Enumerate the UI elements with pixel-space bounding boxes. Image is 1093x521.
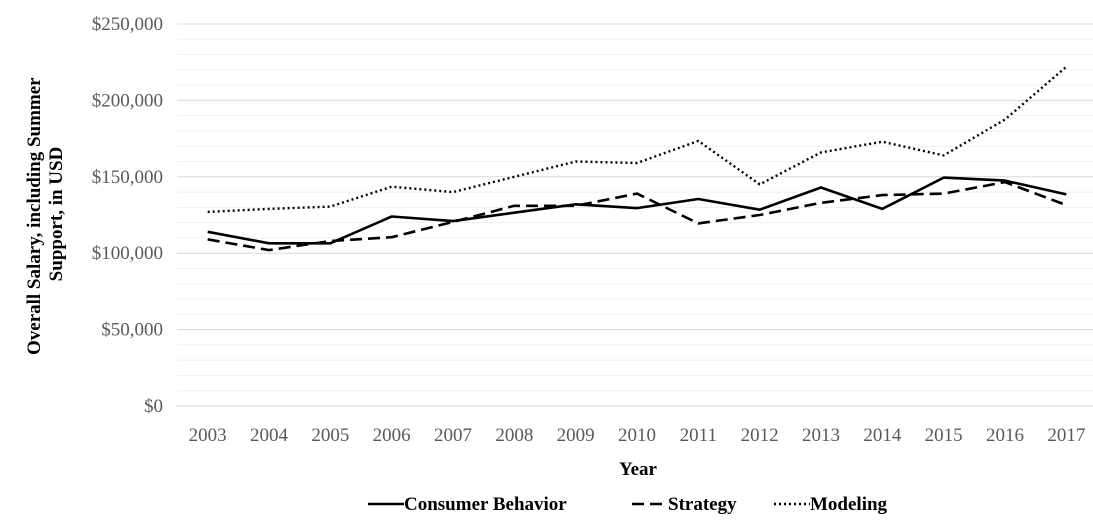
legend: Consumer Behavior Strategy Modeling <box>368 494 888 515</box>
x-tick-label: 2013 <box>802 425 840 446</box>
y-tick-label: $150,000 <box>92 167 163 188</box>
y-tick-label: $0 <box>144 396 163 417</box>
x-tick-label: 2012 <box>741 425 779 446</box>
y-axis-title-line-1: Overall Salary, including Summer <box>24 77 45 355</box>
x-tick-label: 2014 <box>863 425 902 446</box>
series-line-modeling <box>207 65 1068 214</box>
x-tick-label: 2015 <box>925 425 963 446</box>
x-tick-label: 2009 <box>557 425 595 446</box>
y-tick-label: $50,000 <box>101 320 163 341</box>
x-axis-ticks: 2003 2004 2005 2006 2007 2008 2009 2010 2011 2012… <box>189 425 1086 446</box>
y-tick-label: $200,000 <box>92 90 163 111</box>
y-axis-title: Overall Salary, including Summer Support… <box>24 73 67 355</box>
series-line-strategy <box>207 180 1067 252</box>
legend-label: Consumer Behavior <box>404 494 567 515</box>
series-lines <box>207 65 1068 252</box>
series-line-consumer-behavior <box>207 176 1067 245</box>
x-tick-label: 2017 <box>1047 425 1085 446</box>
legend-label: Modeling <box>810 494 888 515</box>
y-tick-label: $100,000 <box>92 243 163 264</box>
x-tick-label: 2005 <box>311 425 349 446</box>
y-axis-ticks: $0 $50,000 $100,000 $150,000 $200,000 $250,00… <box>92 14 163 417</box>
x-tick-label: 2011 <box>680 425 717 446</box>
gridlines <box>177 23 1093 407</box>
x-tick-label: 2016 <box>986 425 1024 446</box>
x-tick-label: 2010 <box>618 425 656 446</box>
x-tick-label: 2003 <box>189 425 227 446</box>
x-tick-label: 2008 <box>495 425 533 446</box>
x-tick-label: 2006 <box>373 425 411 446</box>
legend-label: Strategy <box>668 494 737 515</box>
x-tick-label: 2004 <box>250 425 289 446</box>
x-tick-label: 2007 <box>434 425 472 446</box>
y-axis-title-line-2: Support, in USD <box>46 147 67 282</box>
x-axis-title: Year <box>619 459 658 480</box>
y-tick-label: $250,000 <box>92 14 163 35</box>
